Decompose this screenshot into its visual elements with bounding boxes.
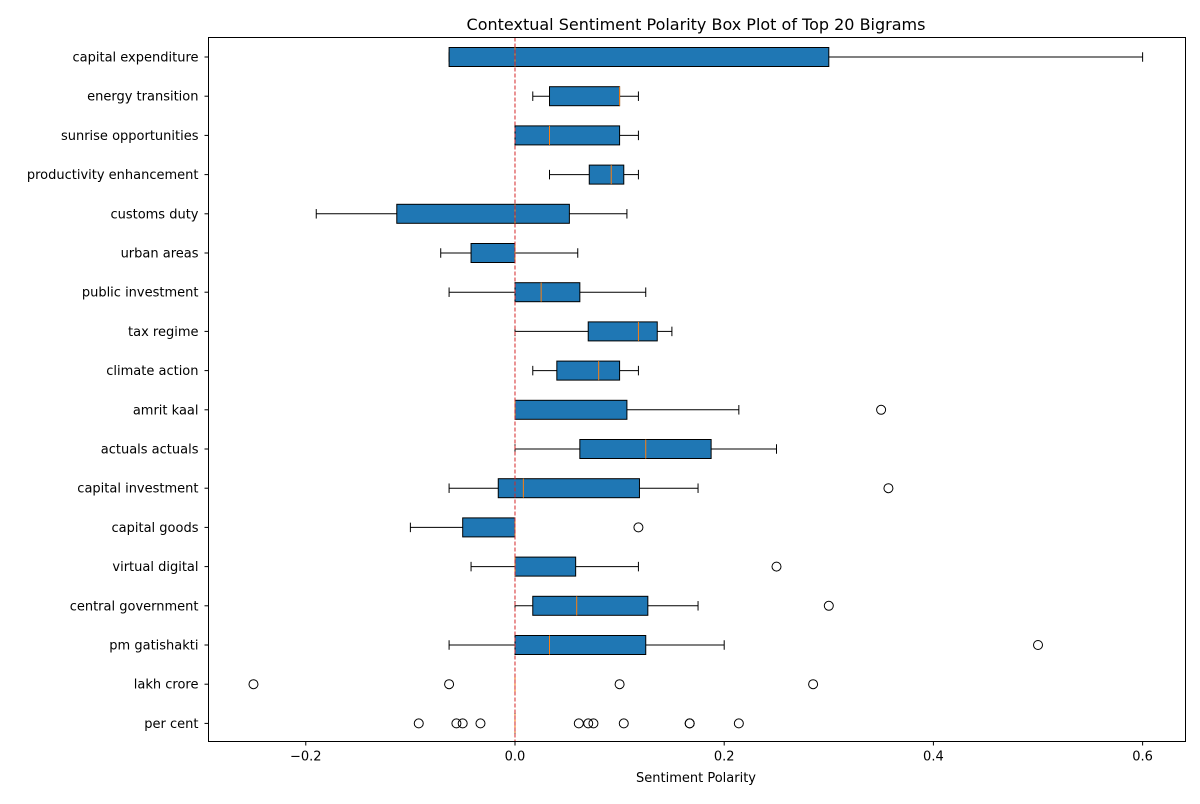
box-actuals-actuals bbox=[515, 440, 777, 459]
outlier-point bbox=[634, 523, 643, 532]
box-body bbox=[449, 48, 829, 67]
box-customs-duty bbox=[316, 204, 627, 223]
outlier-point bbox=[877, 405, 886, 414]
outlier-point bbox=[809, 680, 818, 689]
outlier-point bbox=[574, 719, 583, 728]
x-axis: −0.2 0.0 0.2 0.4 0.6 bbox=[290, 742, 1153, 765]
y-tick-label: capital expenditure bbox=[73, 51, 199, 66]
y-tick-label: virtual digital bbox=[112, 560, 198, 575]
y-tick-label: urban areas bbox=[121, 247, 199, 262]
box-capital-expenditure bbox=[449, 48, 1143, 67]
x-tick-label: 0.4 bbox=[923, 750, 944, 765]
outlier-point bbox=[249, 680, 258, 689]
box-energy-transition bbox=[533, 87, 639, 106]
box-body bbox=[515, 636, 646, 655]
box-body bbox=[588, 322, 657, 341]
outlier-point bbox=[685, 719, 694, 728]
y-tick-label: productivity enhancement bbox=[27, 168, 199, 183]
outlier-point bbox=[1034, 641, 1043, 650]
box-body bbox=[397, 204, 570, 223]
outlier-point bbox=[619, 719, 628, 728]
box-body bbox=[498, 479, 639, 498]
box-body bbox=[557, 361, 620, 380]
box-per-cent bbox=[414, 714, 743, 733]
outlier-point bbox=[414, 719, 423, 728]
axes-frame bbox=[209, 38, 1186, 742]
box-amrit-kaal bbox=[515, 400, 886, 419]
box-tax-regime bbox=[515, 322, 672, 341]
x-tick-label: −0.2 bbox=[290, 750, 322, 765]
plot-area bbox=[249, 38, 1143, 742]
outlier-point bbox=[589, 719, 598, 728]
box-body bbox=[550, 87, 620, 106]
box-capital-investment bbox=[449, 479, 893, 498]
box-body bbox=[515, 557, 576, 576]
box-urban-areas bbox=[441, 244, 578, 263]
box-pm-gatishakti bbox=[449, 636, 1042, 655]
box-climate-action bbox=[533, 361, 639, 380]
y-tick-label: amrit kaal bbox=[133, 403, 199, 418]
box-capital-goods bbox=[410, 518, 643, 537]
box-body bbox=[533, 596, 648, 615]
y-tick-label: customs duty bbox=[110, 207, 198, 222]
y-tick-label: capital investment bbox=[77, 482, 198, 497]
y-tick-label: lakh crore bbox=[134, 678, 199, 693]
outlier-point bbox=[584, 719, 593, 728]
y-tick-label: tax regime bbox=[128, 325, 198, 340]
chart-title: Contextual Sentiment Polarity Box Plot o… bbox=[467, 15, 926, 34]
x-tick-label: 0.2 bbox=[714, 750, 735, 765]
x-tick-label: 0.0 bbox=[505, 750, 526, 765]
box-sunrise-opportunities bbox=[515, 126, 638, 145]
x-axis-label: Sentiment Polarity bbox=[636, 771, 756, 786]
y-axis: capital expenditure energy transition sunr… bbox=[27, 51, 209, 732]
y-tick-label: pm gatishakti bbox=[109, 639, 198, 654]
y-tick-label: actuals actuals bbox=[101, 443, 199, 458]
y-tick-label: climate action bbox=[106, 364, 198, 379]
outlier-point bbox=[476, 719, 485, 728]
box-lakh-crore bbox=[249, 675, 818, 694]
box-body bbox=[515, 126, 620, 145]
y-tick-label: central government bbox=[70, 599, 199, 614]
outlier-point bbox=[824, 601, 833, 610]
x-tick-label: 0.6 bbox=[1132, 750, 1153, 765]
outlier-point bbox=[458, 719, 467, 728]
y-tick-label: public investment bbox=[82, 286, 199, 301]
y-tick-label: per cent bbox=[144, 717, 198, 732]
y-tick-label: capital goods bbox=[112, 521, 199, 536]
outlier-point bbox=[734, 719, 743, 728]
y-tick-label: energy transition bbox=[87, 90, 198, 105]
box-body bbox=[589, 165, 624, 184]
box-virtual-digital bbox=[471, 557, 781, 576]
outlier-point bbox=[615, 680, 624, 689]
box-body bbox=[515, 400, 627, 419]
outlier-point bbox=[884, 484, 893, 493]
box-body bbox=[515, 283, 580, 302]
box-body bbox=[463, 518, 515, 537]
outlier-point bbox=[772, 562, 781, 571]
y-tick-label: sunrise opportunities bbox=[61, 129, 199, 144]
box-body bbox=[471, 244, 515, 263]
box-productivity-enhancement bbox=[550, 165, 639, 184]
box-public-investment bbox=[449, 283, 646, 302]
box-central-government bbox=[515, 596, 833, 615]
outlier-point bbox=[445, 680, 454, 689]
